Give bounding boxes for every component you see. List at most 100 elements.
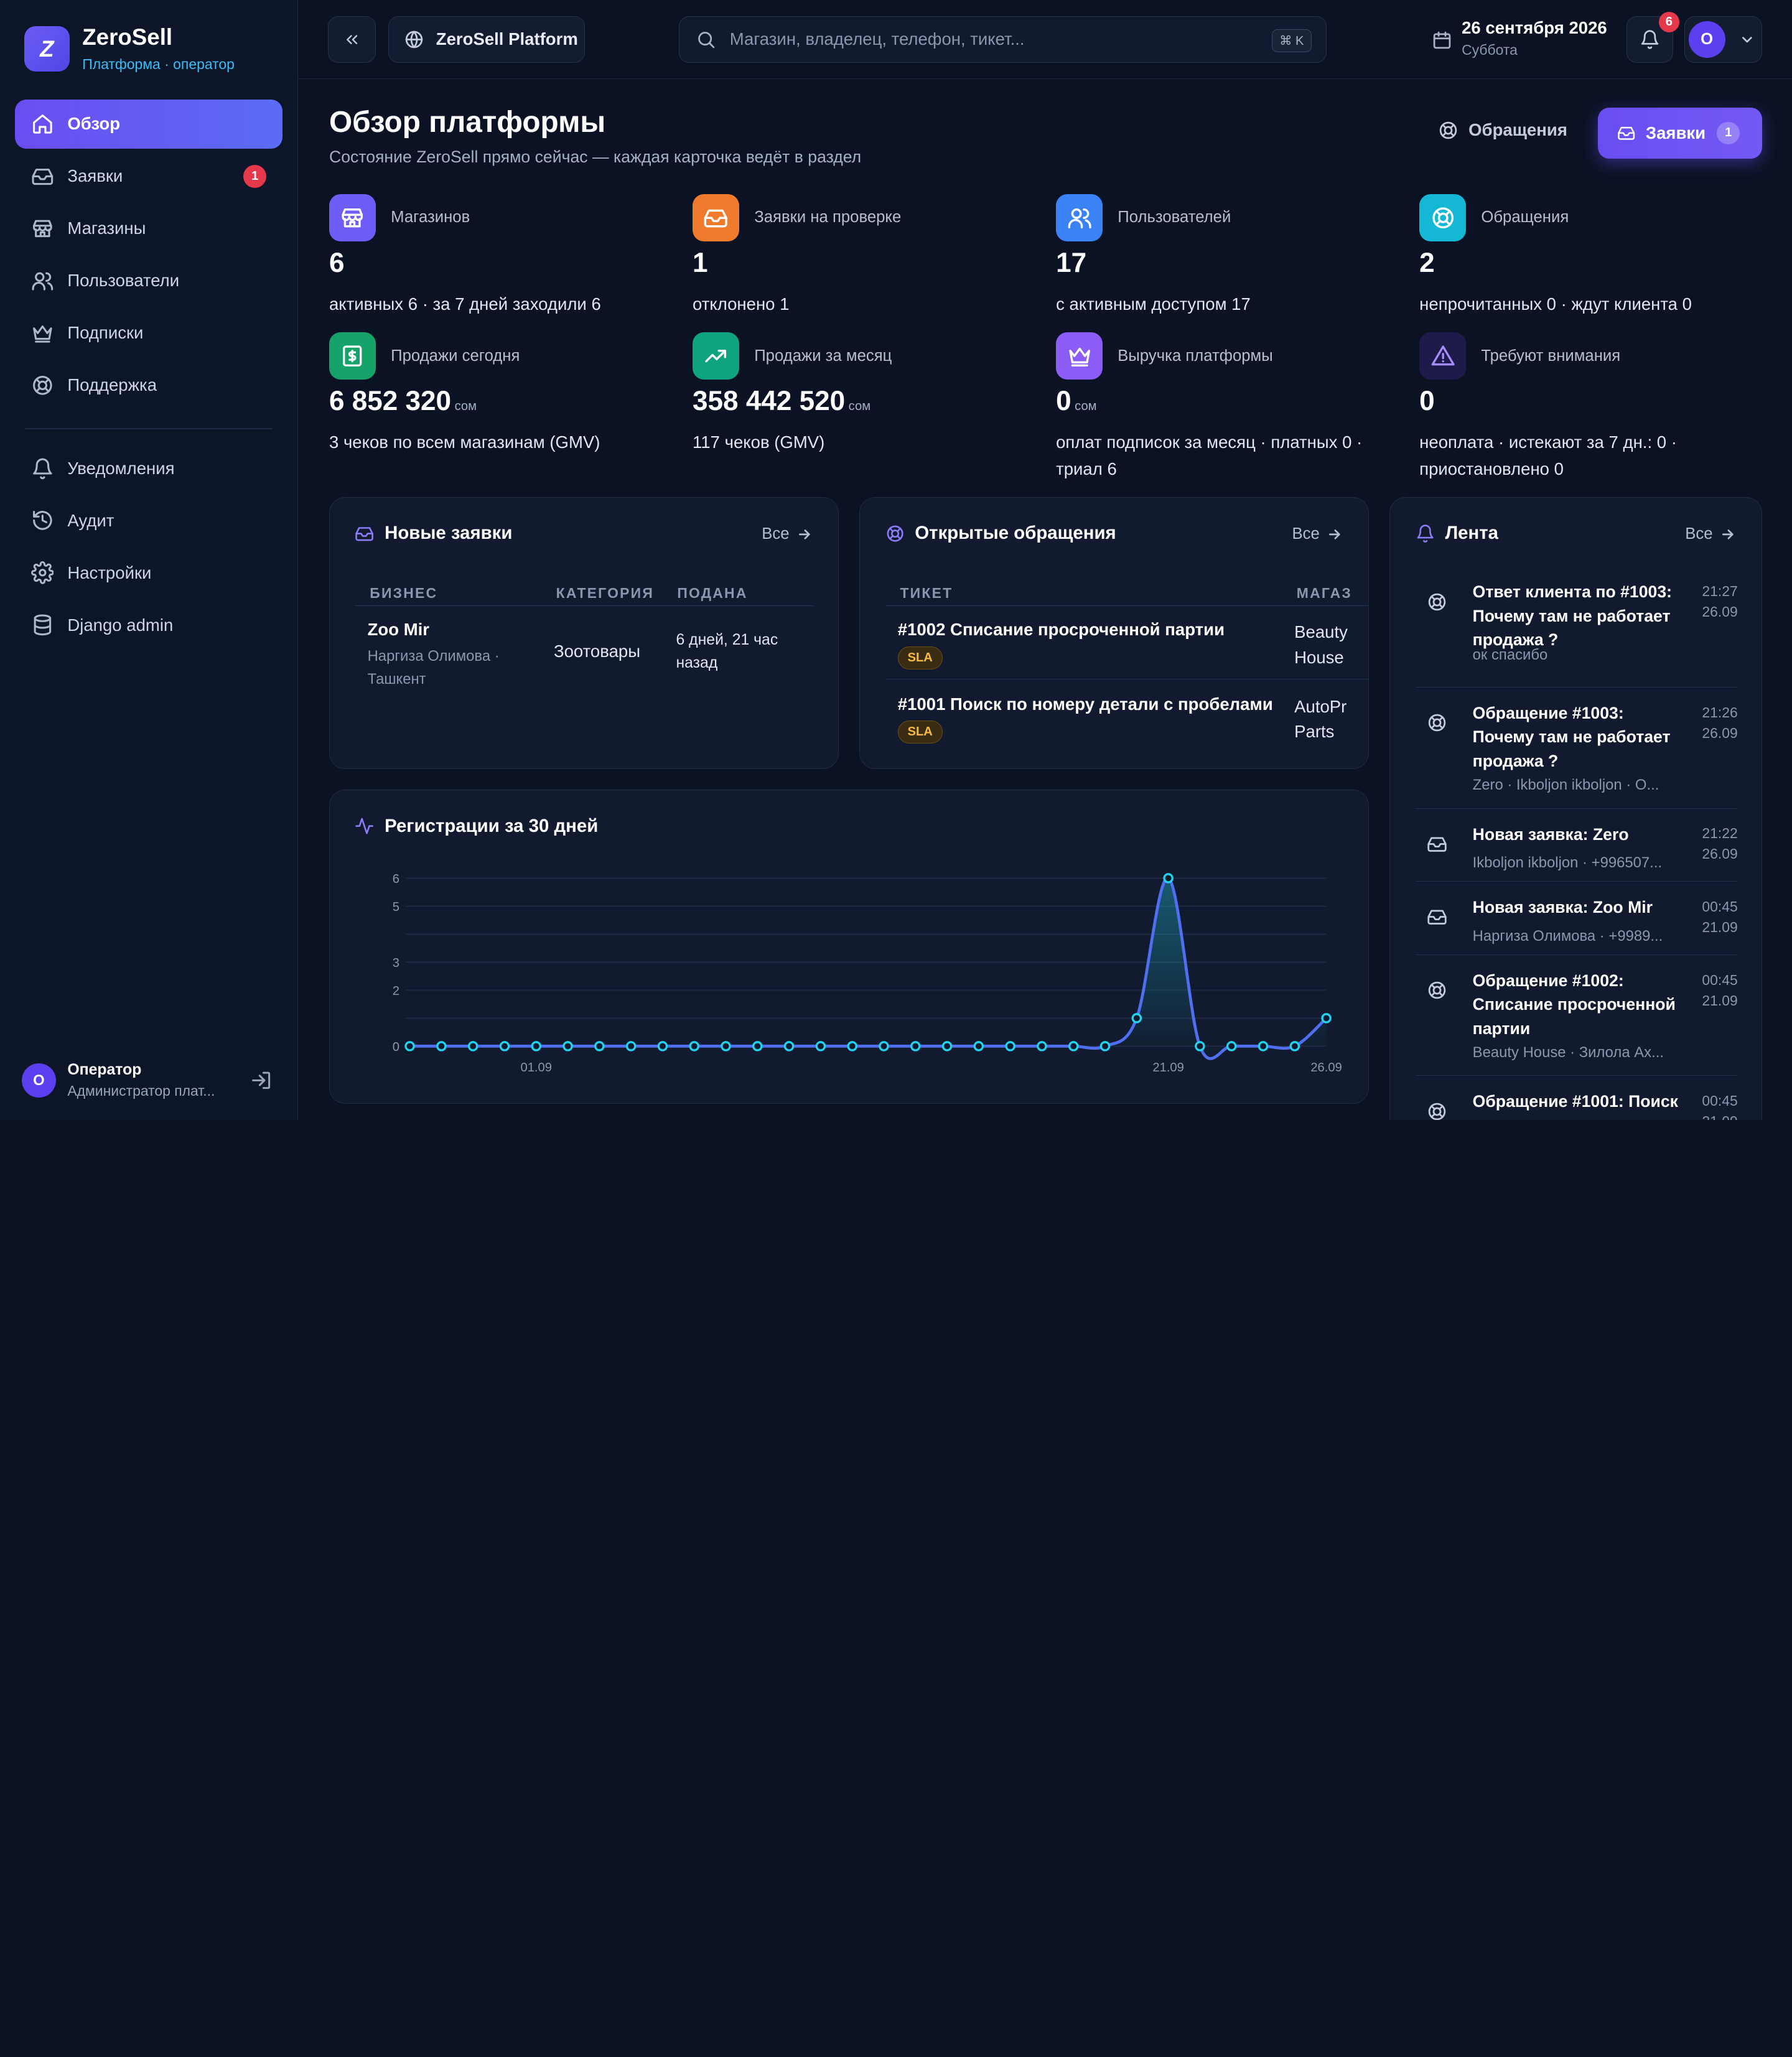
stat-label: Обращения <box>1481 208 1569 226</box>
sidebar-item-support[interactable]: Поддержка <box>15 360 282 409</box>
table-row[interactable]: #1002 Списание просроченной партии SLA B… <box>885 606 1369 679</box>
support-link[interactable]: Обращения <box>1438 120 1567 141</box>
logout-icon[interactable] <box>250 1069 273 1092</box>
lifebuoy-icon <box>31 374 54 397</box>
stat-card[interactable]: Магазинов 6 активных 6 · за 7 дней заходил… <box>329 194 672 317</box>
x-tick-label: 01.09 <box>520 1061 552 1075</box>
feed-item-title: Обращение #1002: Списание просроченной п… <box>1472 971 1676 1038</box>
feed-item-title: Обращение #1003: Почему там не работает … <box>1472 703 1671 771</box>
feed-item-title: Новая заявка: Zero <box>1472 824 1629 844</box>
feed-card[interactable]: Лента Все Ответ клиента по #1003: Почему… <box>1389 497 1763 1120</box>
data-point <box>847 1041 857 1052</box>
collapse-sidebar-button[interactable] <box>328 16 376 63</box>
stat-card[interactable]: Продажи за месяц 358 442 520 сом 117 чеков … <box>693 332 1035 455</box>
sidebar-item-audit[interactable]: Аудит <box>15 496 282 545</box>
view-all-link[interactable]: Все <box>1292 525 1342 543</box>
requests-button-count: 1 <box>1717 121 1740 145</box>
search-bar[interactable]: ⌘ K <box>678 16 1327 63</box>
view-all-label: Все <box>762 525 790 543</box>
notifications-button[interactable]: 6 <box>1626 12 1679 63</box>
platform-button[interactable]: ZeroSell Platform <box>388 16 586 63</box>
search-icon <box>696 29 716 50</box>
stat-card[interactable]: Продажи сегодня 6 852 320 сом 3 чеков по вс… <box>329 332 672 455</box>
open-tickets-card[interactable]: Открытые обращения Все ТИКЕТ МАГАЗ #1002… <box>859 497 1370 770</box>
data-point <box>752 1041 763 1052</box>
brand-logo: Z <box>24 26 70 72</box>
stat-label: Продажи за месяц <box>754 347 892 365</box>
brand[interactable]: Z ZeroSell Платформа · оператор <box>24 25 235 73</box>
table-row[interactable]: #1001 Поиск по номеру детали с пробелами… <box>885 681 1369 754</box>
users-icon <box>31 269 54 292</box>
requests-button-label: Заявки <box>1645 123 1706 142</box>
stat-card[interactable]: Пользователей 17 с активным доступом 17 <box>1056 194 1399 317</box>
sidebar-nav: Обзор Заявки 1 Магазины Пользователи Под… <box>14 99 282 653</box>
data-point <box>562 1041 573 1052</box>
page-subtitle: Состояние ZeroSell прямо сейчас — каждая… <box>329 147 862 166</box>
chevron-down-icon <box>1739 32 1755 48</box>
x-tick-label: 26.09 <box>1310 1061 1342 1075</box>
data-point <box>594 1041 605 1052</box>
sidebar-item-overview[interactable]: Обзор <box>14 99 282 149</box>
sidebar-item-label: Пользователи <box>67 271 180 291</box>
feed-item[interactable]: Новая заявка: Zoo Mir Наргиза Олимова · +… <box>1415 882 1738 955</box>
data-point <box>1321 1013 1332 1024</box>
card-title: Новые заявки <box>385 523 513 544</box>
sidebar-item-notifications[interactable]: Уведомления <box>15 444 282 493</box>
data-point <box>689 1041 699 1052</box>
feed-item-time: 21:27 26.09 <box>1702 583 1738 620</box>
chevrons-left-icon <box>343 30 361 49</box>
sla-badge: SLA <box>897 645 943 669</box>
feed-item[interactable]: Новая заявка: Zero Ikboljon ikboljon · +9… <box>1415 809 1738 882</box>
column-header: ТИКЕТ <box>900 584 953 601</box>
feed-item-subtitle: Zero · Ikboljon ikboljon · О... <box>1472 777 1659 794</box>
stat-label: Выручка платформы <box>1118 347 1273 365</box>
data-point <box>404 1041 415 1052</box>
feed-item[interactable]: Обращение #1003: Почему там не работает … <box>1415 688 1738 809</box>
new-requests-card[interactable]: Новые заявки Все БИЗНЕС КАТЕГОРИЯ ПОДАНА… <box>329 497 839 770</box>
requests-count-badge: 1 <box>243 164 266 188</box>
inbox-icon <box>355 524 374 543</box>
feed-item-subtitle: Наргиза Олимова · +9989... <box>1472 927 1663 945</box>
stat-unit: сом <box>1075 399 1097 413</box>
stat-unit: сом <box>454 399 477 413</box>
feed-item[interactable]: Ответ клиента по #1003: Почему там не ра… <box>1415 576 1738 688</box>
sidebar-item-django-admin[interactable]: Django admin <box>15 600 282 650</box>
profile-menu-button[interactable]: О <box>1684 16 1763 63</box>
sidebar-item-label: Подписки <box>67 322 144 342</box>
data-point <box>1131 1013 1142 1024</box>
stat-value: 2 <box>1419 247 1435 278</box>
y-tick-label: 3 <box>393 956 399 970</box>
stat-card[interactable]: Выручка платформы 0 сом оплат подписок за м… <box>1056 332 1399 482</box>
brand-subtitle: Платформа · оператор <box>82 55 235 72</box>
ticket-title: #1002 Списание просроченной партии <box>897 620 1225 640</box>
view-all-link[interactable]: Все <box>1685 525 1735 543</box>
table-row[interactable]: Zoo Mir Наргиза Олимова · Ташкент Зоотов… <box>355 606 813 697</box>
sidebar-item-stores[interactable]: Магазины <box>15 204 282 253</box>
feed-item[interactable]: Обращение #1002: Списание просроченной п… <box>1415 955 1738 1076</box>
feed-item-subtitle: Beauty House · Зилола Ах... <box>1472 1043 1664 1061</box>
requests-button[interactable]: Заявки 1 <box>1597 107 1763 159</box>
current-weekday: Суббота <box>1462 41 1518 58</box>
data-point <box>973 1041 984 1052</box>
sidebar-item-subscriptions[interactable]: Подписки <box>15 308 282 357</box>
stat-card[interactable]: Требуют внимания 0 неоплата · истекают за … <box>1419 332 1762 482</box>
bell-icon <box>1416 524 1435 543</box>
lifebuoy-icon <box>1438 120 1458 141</box>
sidebar-item-settings[interactable]: Настройки <box>15 548 282 597</box>
stat-value: 17 <box>1056 247 1087 278</box>
stat-card[interactable]: Заявки на проверке 1 отклонено 1 <box>693 194 1035 317</box>
sidebar-item-users[interactable]: Пользователи <box>15 256 282 306</box>
feed-item-time: 21:22 26.09 <box>1702 825 1738 862</box>
current-user[interactable]: О Оператор Администратор плат... <box>21 1061 273 1099</box>
search-input[interactable] <box>729 29 1233 50</box>
stat-description: активных 6 · за 7 дней заходили 6 <box>329 294 601 314</box>
sidebar-item-requests[interactable]: Заявки 1 <box>15 152 282 201</box>
stat-card[interactable]: Обращения 2 непрочитанных 0 · ждут клиента… <box>1419 194 1762 317</box>
feed-item-time: 21:26 26.09 <box>1702 704 1738 741</box>
nav-divider <box>25 427 273 429</box>
stat-label: Магазинов <box>391 208 470 226</box>
view-all-link[interactable]: Все <box>762 525 812 543</box>
crown-icon <box>31 322 54 345</box>
